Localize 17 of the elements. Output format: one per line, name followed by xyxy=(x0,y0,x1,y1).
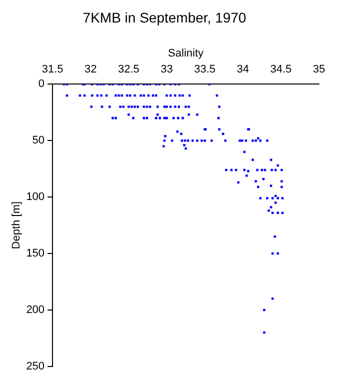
y-tick-label: 200 xyxy=(26,304,45,316)
x-tick-label: 33 xyxy=(160,64,173,76)
chart-title: 7KMB in September, 1970 xyxy=(82,9,246,26)
y-axis-title: Depth [m] xyxy=(10,201,23,250)
x-axis-title: Salinity xyxy=(168,47,204,60)
x-tick-label: 35 xyxy=(312,64,326,76)
y-tick-label: 50 xyxy=(32,134,45,147)
x-tick-label: 32 xyxy=(84,64,97,76)
x-tick-label: 32.5 xyxy=(118,64,140,76)
x-tick-label: 34.5 xyxy=(270,64,292,76)
x-tick-label: 31.5 xyxy=(42,64,64,76)
x-tick-label: 33.5 xyxy=(194,64,216,76)
y-tick-label: 0 xyxy=(38,78,45,90)
y-tick-label: 150 xyxy=(26,248,45,260)
y-tick-label: 250 xyxy=(26,360,45,372)
x-tick-label: 34 xyxy=(236,64,249,76)
y-tick-label: 100 xyxy=(26,191,45,204)
